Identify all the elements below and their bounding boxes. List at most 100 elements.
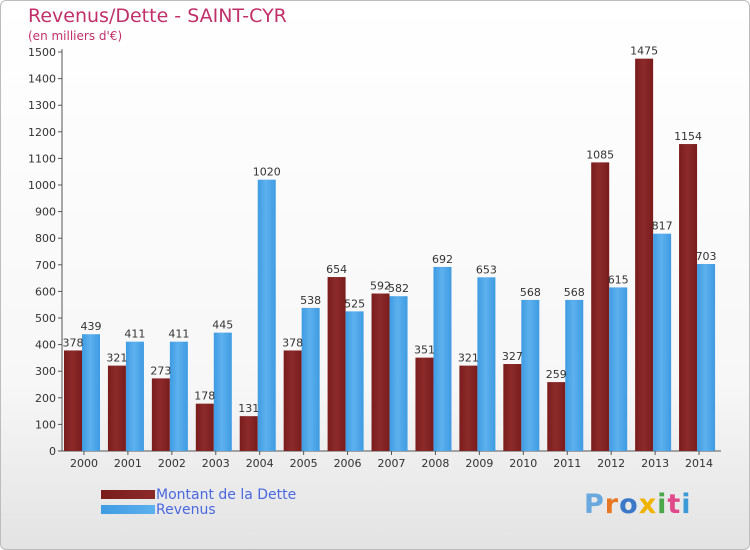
x-tick-label: 2010 [509,457,537,470]
data-label-revenue: 568 [520,286,541,299]
data-label-revenue: 568 [564,286,585,299]
bar-debt [679,144,698,451]
x-tick-label: 2002 [158,457,186,470]
legend-label-debt: Montant de la Dette [156,486,297,503]
bar-debt [591,162,610,451]
bar-revenue [697,264,716,451]
data-label-revenue: 411 [124,328,145,341]
y-tick-label: 700 [35,259,56,272]
y-tick-label: 900 [35,206,56,219]
bar-debt [64,350,82,451]
legend-item-revenue: Revenus [101,501,296,518]
bar-debt [107,365,126,451]
bar-revenue [169,341,188,451]
bar-revenue [389,296,408,451]
data-label-debt: 178 [194,390,215,403]
y-tick-label: 1400 [28,73,56,86]
logo-letter: x [638,489,658,520]
data-label-revenue: 615 [608,273,629,286]
bar-revenue [125,341,144,451]
data-label-debt: 1475 [630,45,658,58]
logo-letter: i [681,489,692,520]
y-tick-label: 1100 [28,152,56,165]
x-tick-label: 2013 [641,457,669,470]
x-tick-label: 2014 [685,457,713,470]
x-tick-label: 2012 [597,457,625,470]
bar-debt [635,58,654,452]
bar-revenue [477,277,496,451]
data-label-revenue: 817 [652,220,673,233]
data-label-debt: 131 [238,402,259,415]
data-label-debt: 378 [63,336,84,349]
y-tick-label: 1000 [28,179,56,192]
chart-title: Revenus/Dette - SAINT-CYR [28,5,287,27]
x-tick-label: 2007 [378,457,406,470]
data-label-debt: 378 [282,336,303,349]
y-tick-label: 100 [35,418,56,431]
y-tick-label: 400 [35,339,56,352]
legend-label-revenue: Revenus [156,501,216,518]
bar-revenue [82,334,100,451]
bar-debt [239,416,258,451]
data-label-revenue: 692 [432,253,453,266]
bar-debt [151,378,170,451]
bar-debt [503,364,522,451]
y-tick-label: 1500 [28,46,56,59]
data-label-debt: 327 [502,350,523,363]
bar-debt [327,277,346,451]
data-label-revenue: 703 [696,250,717,263]
logo-letter: t [667,489,682,520]
data-label-revenue: 582 [388,282,409,295]
logo-letter: o [619,489,639,520]
legend-swatch-debt [101,490,155,499]
x-tick-label: 2000 [70,457,98,470]
y-tick-label: 800 [35,232,56,245]
y-tick-label: 600 [35,285,56,298]
bar-debt [195,403,214,451]
bar-revenue [257,179,276,451]
bar-revenue [565,299,584,451]
data-label-revenue: 653 [476,263,497,276]
bar-debt [547,382,566,451]
data-label-debt: 351 [414,344,435,357]
data-label-revenue: 411 [168,328,189,341]
data-label-debt: 592 [370,280,391,293]
legend-swatch-revenue [101,505,155,514]
bar-revenue [213,332,232,451]
bar-debt [371,293,390,451]
y-tick-label: 1200 [28,126,56,139]
x-tick-label: 2003 [202,457,230,470]
bar-debt [283,350,302,451]
proxiti-logo: Proxiti [584,489,692,520]
legend: Montant de la Dette Revenus [101,486,297,518]
y-tick-label: 300 [35,365,56,378]
data-label-revenue: 1020 [253,166,281,179]
data-label-revenue: 525 [344,297,365,310]
bar-debt [415,357,434,451]
bar-revenue [653,233,672,451]
data-label-revenue: 445 [212,319,233,332]
y-tick-label: 500 [35,312,56,325]
data-label-debt: 1085 [586,148,614,161]
bar-revenue [521,299,540,451]
bar-revenue [345,311,364,451]
bar-debt [459,365,478,451]
logo-letter: r [604,489,620,520]
x-tick-label: 2001 [114,457,142,470]
data-label-debt: 1154 [674,130,702,143]
x-tick-label: 2006 [334,457,362,470]
x-tick-label: 2008 [421,457,449,470]
x-tick-label: 2004 [246,457,274,470]
data-label-debt: 321 [458,352,479,365]
data-label-debt: 321 [106,352,127,365]
data-label-revenue: 538 [300,294,321,307]
data-label-debt: 259 [546,368,567,381]
data-label-debt: 654 [326,263,347,276]
y-tick-label: 0 [49,445,56,458]
data-label-revenue: 439 [81,320,102,333]
legend-item-debt: Montant de la Dette [101,486,297,503]
x-tick-label: 2011 [553,457,581,470]
bar-revenue [301,307,320,451]
